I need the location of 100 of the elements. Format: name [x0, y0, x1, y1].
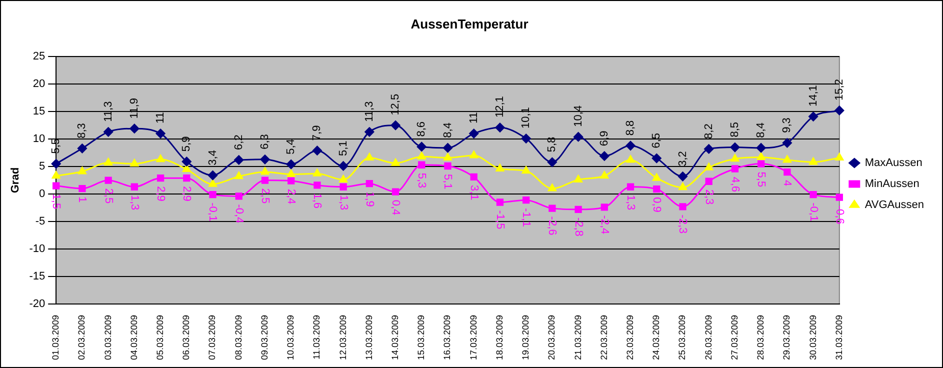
x-tick-label: 21.03.2009	[572, 314, 583, 360]
data-label: 1,3	[624, 194, 636, 210]
x-tick-label: 14.03.2009	[390, 314, 400, 360]
point	[626, 140, 636, 150]
point	[574, 174, 583, 182]
x-tick-label: 15.03.2009	[416, 314, 426, 360]
data-label: 11,3	[102, 101, 114, 122]
chart-title: AussenTemperatur	[410, 16, 528, 32]
point	[416, 142, 426, 152]
y-tick-label: 10	[32, 133, 46, 146]
point	[365, 152, 374, 160]
data-label: 1,3	[337, 194, 350, 210]
point	[77, 144, 87, 154]
point	[626, 155, 635, 163]
x-tick-label: 04.03.2009	[128, 314, 139, 360]
point	[312, 146, 322, 156]
point	[183, 174, 190, 182]
data-label: 2,9	[180, 186, 193, 202]
point	[704, 162, 714, 170]
x-tick-label: 11.03.2009	[312, 314, 322, 360]
point	[678, 182, 687, 190]
point	[52, 171, 60, 179]
data-label: 1,9	[363, 192, 376, 207]
point	[547, 157, 557, 167]
point	[730, 154, 740, 162]
point	[417, 152, 426, 160]
y-tick-label: 0	[38, 188, 46, 200]
point	[209, 190, 216, 198]
point	[156, 174, 164, 182]
data-label: 9,3	[781, 118, 794, 133]
point	[366, 180, 373, 188]
point	[338, 161, 348, 171]
x-tick-label: 22.03.2009	[598, 314, 609, 360]
data-label: 2,3	[702, 189, 715, 205]
y-tick-label: -10	[29, 243, 46, 256]
point	[340, 183, 347, 190]
point	[731, 165, 739, 172]
x-tick-label: 30.03.2009	[808, 314, 818, 360]
point	[548, 204, 556, 212]
point	[522, 196, 530, 204]
point	[234, 155, 244, 165]
point	[653, 185, 660, 193]
point	[678, 172, 688, 182]
data-label: -2,8	[572, 217, 584, 236]
point	[496, 164, 504, 172]
x-tick-label: 16.03.2009	[442, 314, 452, 360]
point	[392, 188, 400, 196]
legend-label: MaxAussen	[864, 157, 922, 170]
x-tick-label: 26.03.2009	[703, 314, 714, 360]
point	[443, 143, 452, 153]
point	[51, 159, 61, 169]
data-label: 1,6	[311, 193, 324, 209]
y-tick-label: -20	[29, 298, 46, 310]
data-label: -1,1	[520, 208, 532, 228]
point	[704, 144, 714, 154]
data-label: 5,1	[442, 174, 454, 190]
data-label: 11	[468, 112, 480, 124]
point	[286, 160, 296, 170]
point	[600, 171, 609, 179]
point	[130, 183, 138, 190]
point	[390, 120, 400, 130]
data-label: -0,1	[807, 202, 820, 222]
legend-label: AVGAussen	[864, 199, 924, 212]
x-tick-label: 31.03.2009	[834, 314, 844, 360]
data-label: 8,4	[442, 122, 454, 138]
data-label: 8,2	[702, 124, 715, 139]
point	[600, 204, 608, 211]
point	[626, 183, 634, 190]
y-tick-label: 20	[32, 78, 46, 90]
point	[808, 112, 818, 122]
data-label: 5,3	[416, 172, 428, 188]
x-tick-label: 20.03.2009	[546, 314, 557, 360]
point	[339, 174, 348, 182]
x-tick-label: 13.03.2009	[364, 314, 374, 360]
point	[261, 176, 269, 184]
point	[418, 161, 426, 168]
data-label: 0,9	[650, 197, 663, 212]
data-label: -0,6	[833, 205, 846, 224]
point	[391, 158, 400, 166]
x-tick-label: 25.03.2009	[677, 314, 688, 360]
data-label: 3,4	[206, 150, 219, 166]
y-axis-title: Grad	[10, 167, 22, 194]
data-label: 2,5	[102, 188, 114, 204]
data-label: 6,9	[598, 130, 610, 146]
y-tick-label: -15	[29, 270, 46, 283]
point	[574, 132, 584, 142]
point	[288, 177, 295, 184]
point	[104, 127, 114, 137]
point	[314, 182, 321, 189]
x-tick-label: 27.03.2009	[729, 314, 740, 360]
point	[810, 190, 817, 198]
x-tick-label: 03.03.2009	[102, 314, 113, 360]
data-label: 12,1	[494, 96, 506, 118]
x-tick-label: 23.03.2009	[625, 314, 635, 360]
data-label: -0,1	[206, 202, 219, 222]
y-tick-label: 25	[32, 50, 46, 63]
point	[757, 160, 765, 168]
x-tick-label: 07.03.2009	[207, 314, 218, 360]
data-label: 7,9	[311, 125, 324, 141]
data-label: 11,3	[363, 101, 376, 122]
